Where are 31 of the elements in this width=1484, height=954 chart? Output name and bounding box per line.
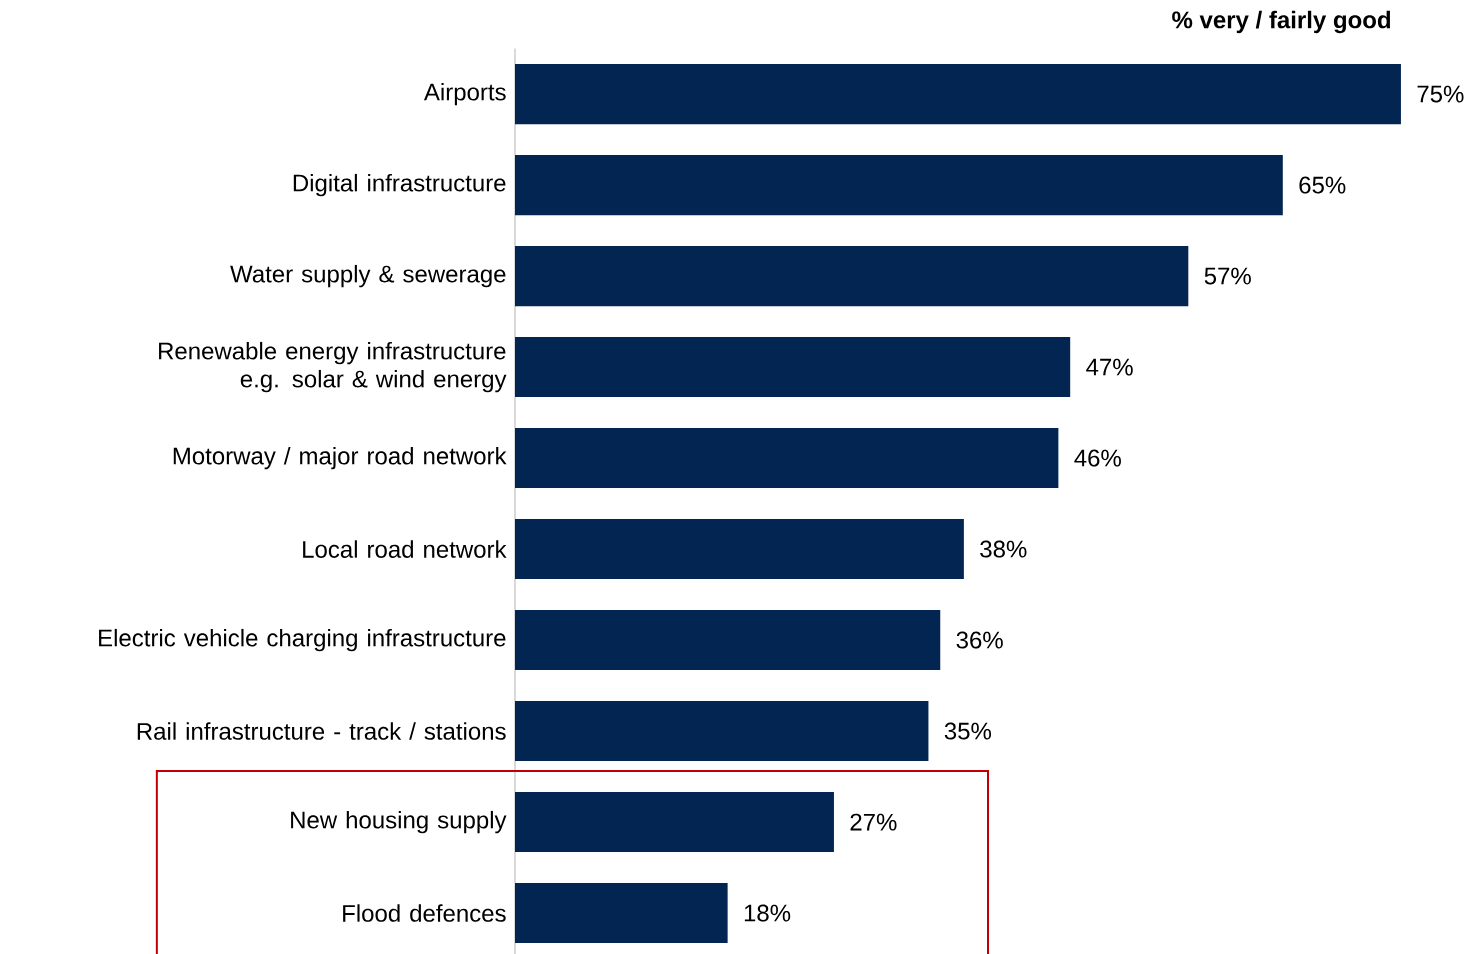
data-label: 18% (744, 904, 791, 922)
bar (515, 337, 1071, 398)
y-tick-label: Renewable energy infrastructure e.g. solar & wind energy (159, 341, 507, 393)
chart-title: % very / fairly good (1172, 10, 1391, 34)
y-tick-label: Electric vehicle charging infrastructure (99, 628, 506, 652)
data-label: 65% (1299, 176, 1346, 194)
y-tick-label: Digital infrastructure (293, 173, 506, 197)
data-label: 57% (1204, 267, 1251, 285)
data-label: 27% (850, 813, 897, 831)
y-tick-label: Rail infrastructure - track / stations (137, 722, 506, 740)
bar (515, 792, 834, 853)
data-label: 46% (1074, 449, 1121, 467)
bar (515, 610, 941, 671)
data-label: 75% (1417, 85, 1464, 103)
y-tick-label: Motorway / major road network (173, 446, 507, 470)
bar (515, 701, 929, 762)
data-label: 35% (944, 722, 992, 740)
data-label: 47% (1086, 358, 1133, 376)
bar (515, 883, 728, 944)
bar (515, 64, 1401, 125)
y-tick-label: Airports (423, 82, 506, 106)
y-tick-label: New housing supply (291, 810, 507, 834)
y-tick-label: Local road network (303, 540, 507, 558)
data-label: 38% (980, 540, 1027, 558)
y-tick-label: Flood defences (343, 904, 506, 922)
bar (515, 519, 964, 580)
bar (515, 428, 1059, 489)
bar (515, 246, 1189, 307)
data-label: 36% (956, 631, 1003, 649)
y-tick-label: Water supply & sewerage (230, 264, 506, 288)
bar (515, 155, 1283, 216)
